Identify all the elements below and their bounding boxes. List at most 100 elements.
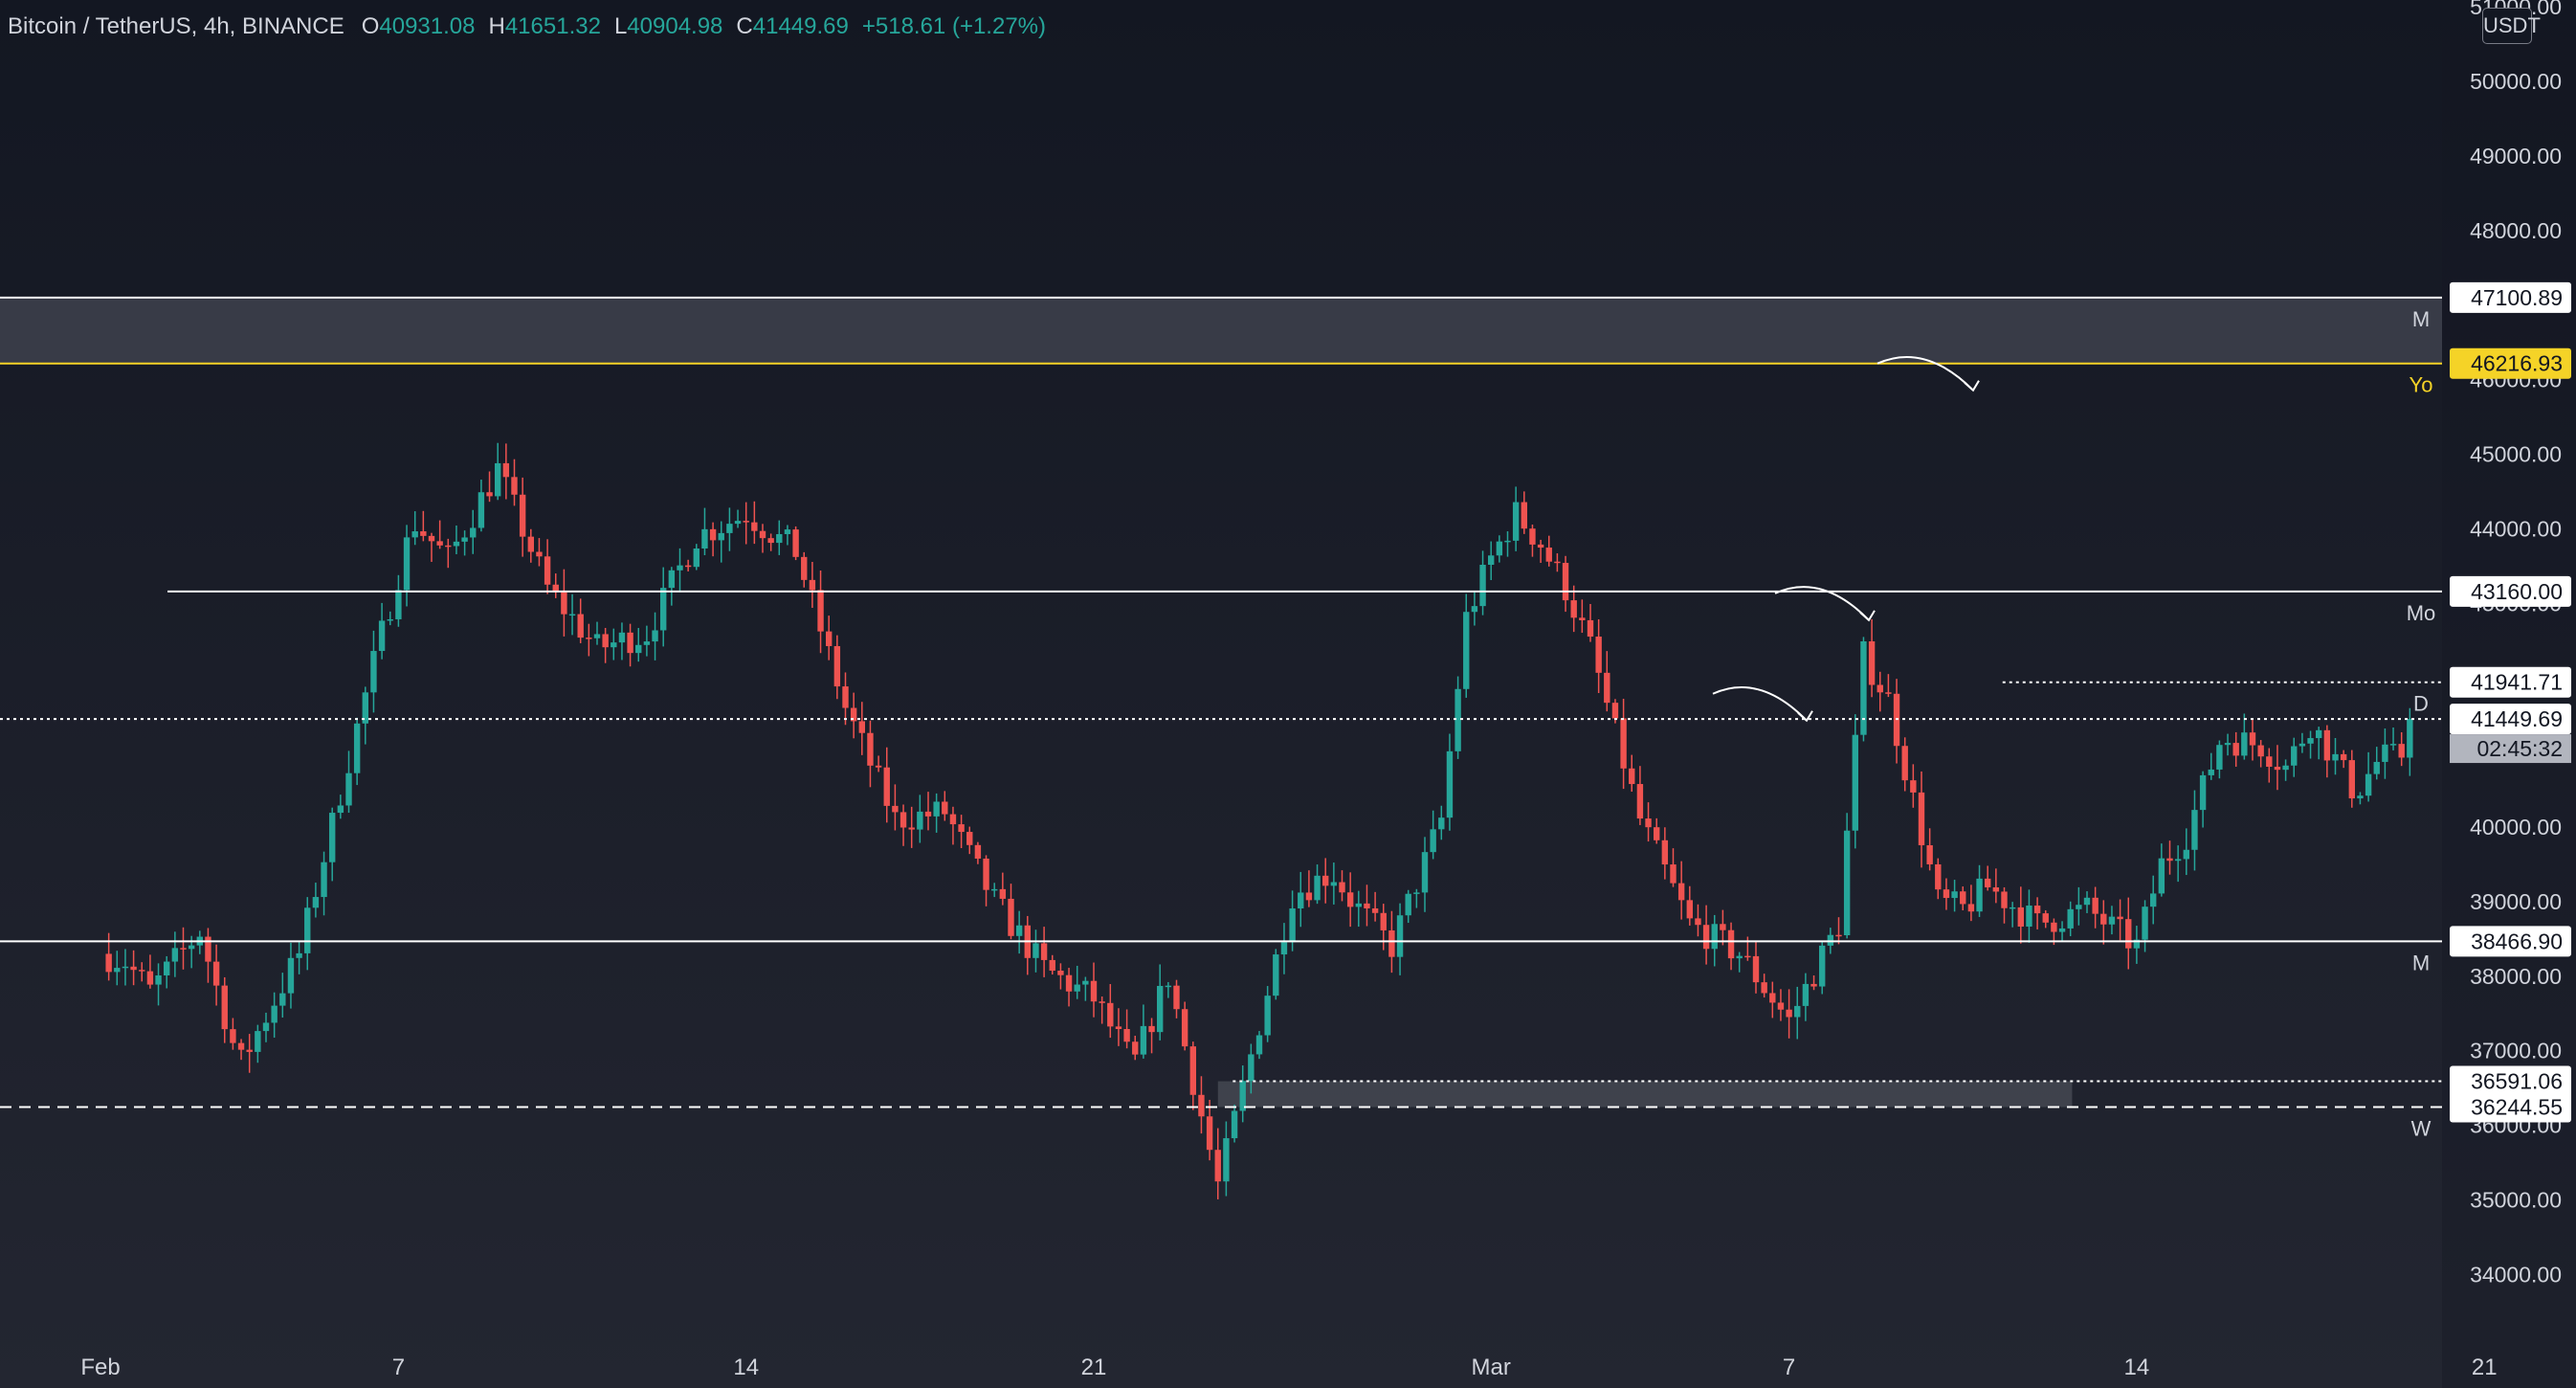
candle-body [1579, 617, 1586, 620]
candle-body [933, 801, 940, 817]
level-price-tag-text: 43160.00 [2471, 579, 2563, 604]
candle-body [1248, 1054, 1255, 1082]
price-tick-label: 39000.00 [2470, 889, 2562, 914]
candle-body [1421, 852, 1429, 893]
price-tick-label: 34000.00 [2470, 1262, 2562, 1287]
candle-body [1794, 1005, 1801, 1018]
candle-body [2083, 897, 2091, 906]
price-tick-label: 38000.00 [2470, 964, 2562, 989]
level-price-tag-text: 41941.71 [2471, 670, 2563, 695]
candle-body [1876, 684, 1883, 693]
price-tick-label: 45000.00 [2470, 442, 2562, 467]
candle-body [942, 801, 948, 815]
arrow-yearly-open-head [1964, 380, 1980, 392]
candle-body [329, 813, 336, 862]
countdown-box [2450, 734, 2571, 764]
candle-body [734, 521, 742, 525]
candle-body [1512, 502, 1520, 541]
candle-body [1562, 563, 1569, 601]
candle-body [1670, 864, 1677, 884]
candle-body [999, 888, 1007, 899]
candle-body [1099, 1001, 1105, 1003]
candle-body [1255, 1035, 1263, 1055]
candle-body [2407, 719, 2413, 758]
price-tick-label: 35000.00 [2470, 1188, 2562, 1213]
candle-body [2051, 922, 2057, 932]
candle-body [1686, 900, 1693, 919]
candle-body [2389, 744, 2397, 746]
candle-body [693, 548, 700, 568]
candle-body [1355, 903, 1362, 907]
candle-body [1388, 929, 1395, 957]
candle-body [461, 537, 468, 542]
price-axis: 34000.0035000.0036000.0037000.0038000.00… [2442, 0, 2576, 1388]
candle-body [2298, 743, 2306, 747]
candle-body [1049, 959, 1055, 972]
candle-body [212, 961, 220, 986]
candle-body [2076, 905, 2082, 909]
level-tag: Mo [2407, 601, 2436, 625]
candle-body [776, 533, 783, 544]
candle-body [801, 556, 808, 580]
candle-body [809, 579, 816, 591]
candle-body [924, 811, 932, 817]
time-tick-label: 21 [1081, 1354, 1107, 1380]
candle-body [1636, 784, 1644, 819]
candle-body [1769, 993, 1776, 1003]
candle-body [1471, 606, 1478, 613]
price-tick-label: 40000.00 [2470, 815, 2562, 840]
level-price-tag [2450, 1065, 2571, 1097]
candle-body [122, 966, 129, 969]
candle-body [1521, 502, 1527, 529]
candle-body [246, 1049, 253, 1052]
candle-body [321, 862, 327, 898]
candle-body [2291, 746, 2298, 766]
candle-body [1827, 934, 1834, 946]
candle-body [1396, 915, 1404, 957]
candle-body [304, 907, 311, 953]
candle-body [1090, 980, 1098, 1002]
candle-body [2033, 906, 2041, 914]
candle-body [1943, 889, 1950, 899]
candle-body [1082, 980, 1089, 985]
symbol-title[interactable]: Bitcoin / TetherUS, 4h, BINANCE [8, 13, 344, 39]
level-price-tag [2450, 926, 2571, 957]
candle-body [2282, 765, 2289, 771]
candle-body [817, 590, 824, 632]
candle-body [1611, 703, 1619, 719]
levels-layer: M Yo Mo D M W [0, 296, 2442, 1141]
candle-body [899, 812, 907, 828]
candle-body [586, 638, 592, 639]
candle-body [908, 827, 915, 830]
low-value: 40904.98 [627, 13, 723, 39]
candle-body [1860, 640, 1867, 735]
candle-body [2307, 738, 2314, 744]
currency-button[interactable]: USDT [2482, 8, 2541, 44]
candle-body [1786, 1009, 1792, 1018]
candle-body [1852, 734, 1858, 831]
candle-body [403, 537, 411, 591]
candle-body [1033, 943, 1039, 958]
candle-body [1761, 982, 1767, 994]
candle-body [2009, 907, 2016, 909]
level-tag: W [2411, 1117, 2432, 1141]
time-tick-label: 14 [2124, 1354, 2150, 1380]
price-tick-label: 48000.00 [2470, 218, 2562, 243]
close-label: C [736, 13, 753, 39]
candle-body [1819, 945, 1826, 987]
candle-body [171, 948, 179, 962]
candle-body [1777, 1002, 1785, 1010]
candle-body [1074, 984, 1080, 992]
candle-body [1843, 830, 1851, 936]
candle-body [428, 535, 435, 542]
candle-body [759, 530, 766, 539]
arrow-yearly-open [1876, 356, 1974, 392]
candle-body [237, 1042, 245, 1050]
candle-body [1554, 561, 1561, 564]
candle-body [2365, 773, 2372, 796]
symbol-legend[interactable]: Bitcoin / TetherUS, 4h, BINANCE O40931.08… [8, 13, 1059, 40]
low-label: L [613, 13, 628, 39]
candle-body [2316, 729, 2322, 739]
candle-body [1298, 892, 1304, 909]
